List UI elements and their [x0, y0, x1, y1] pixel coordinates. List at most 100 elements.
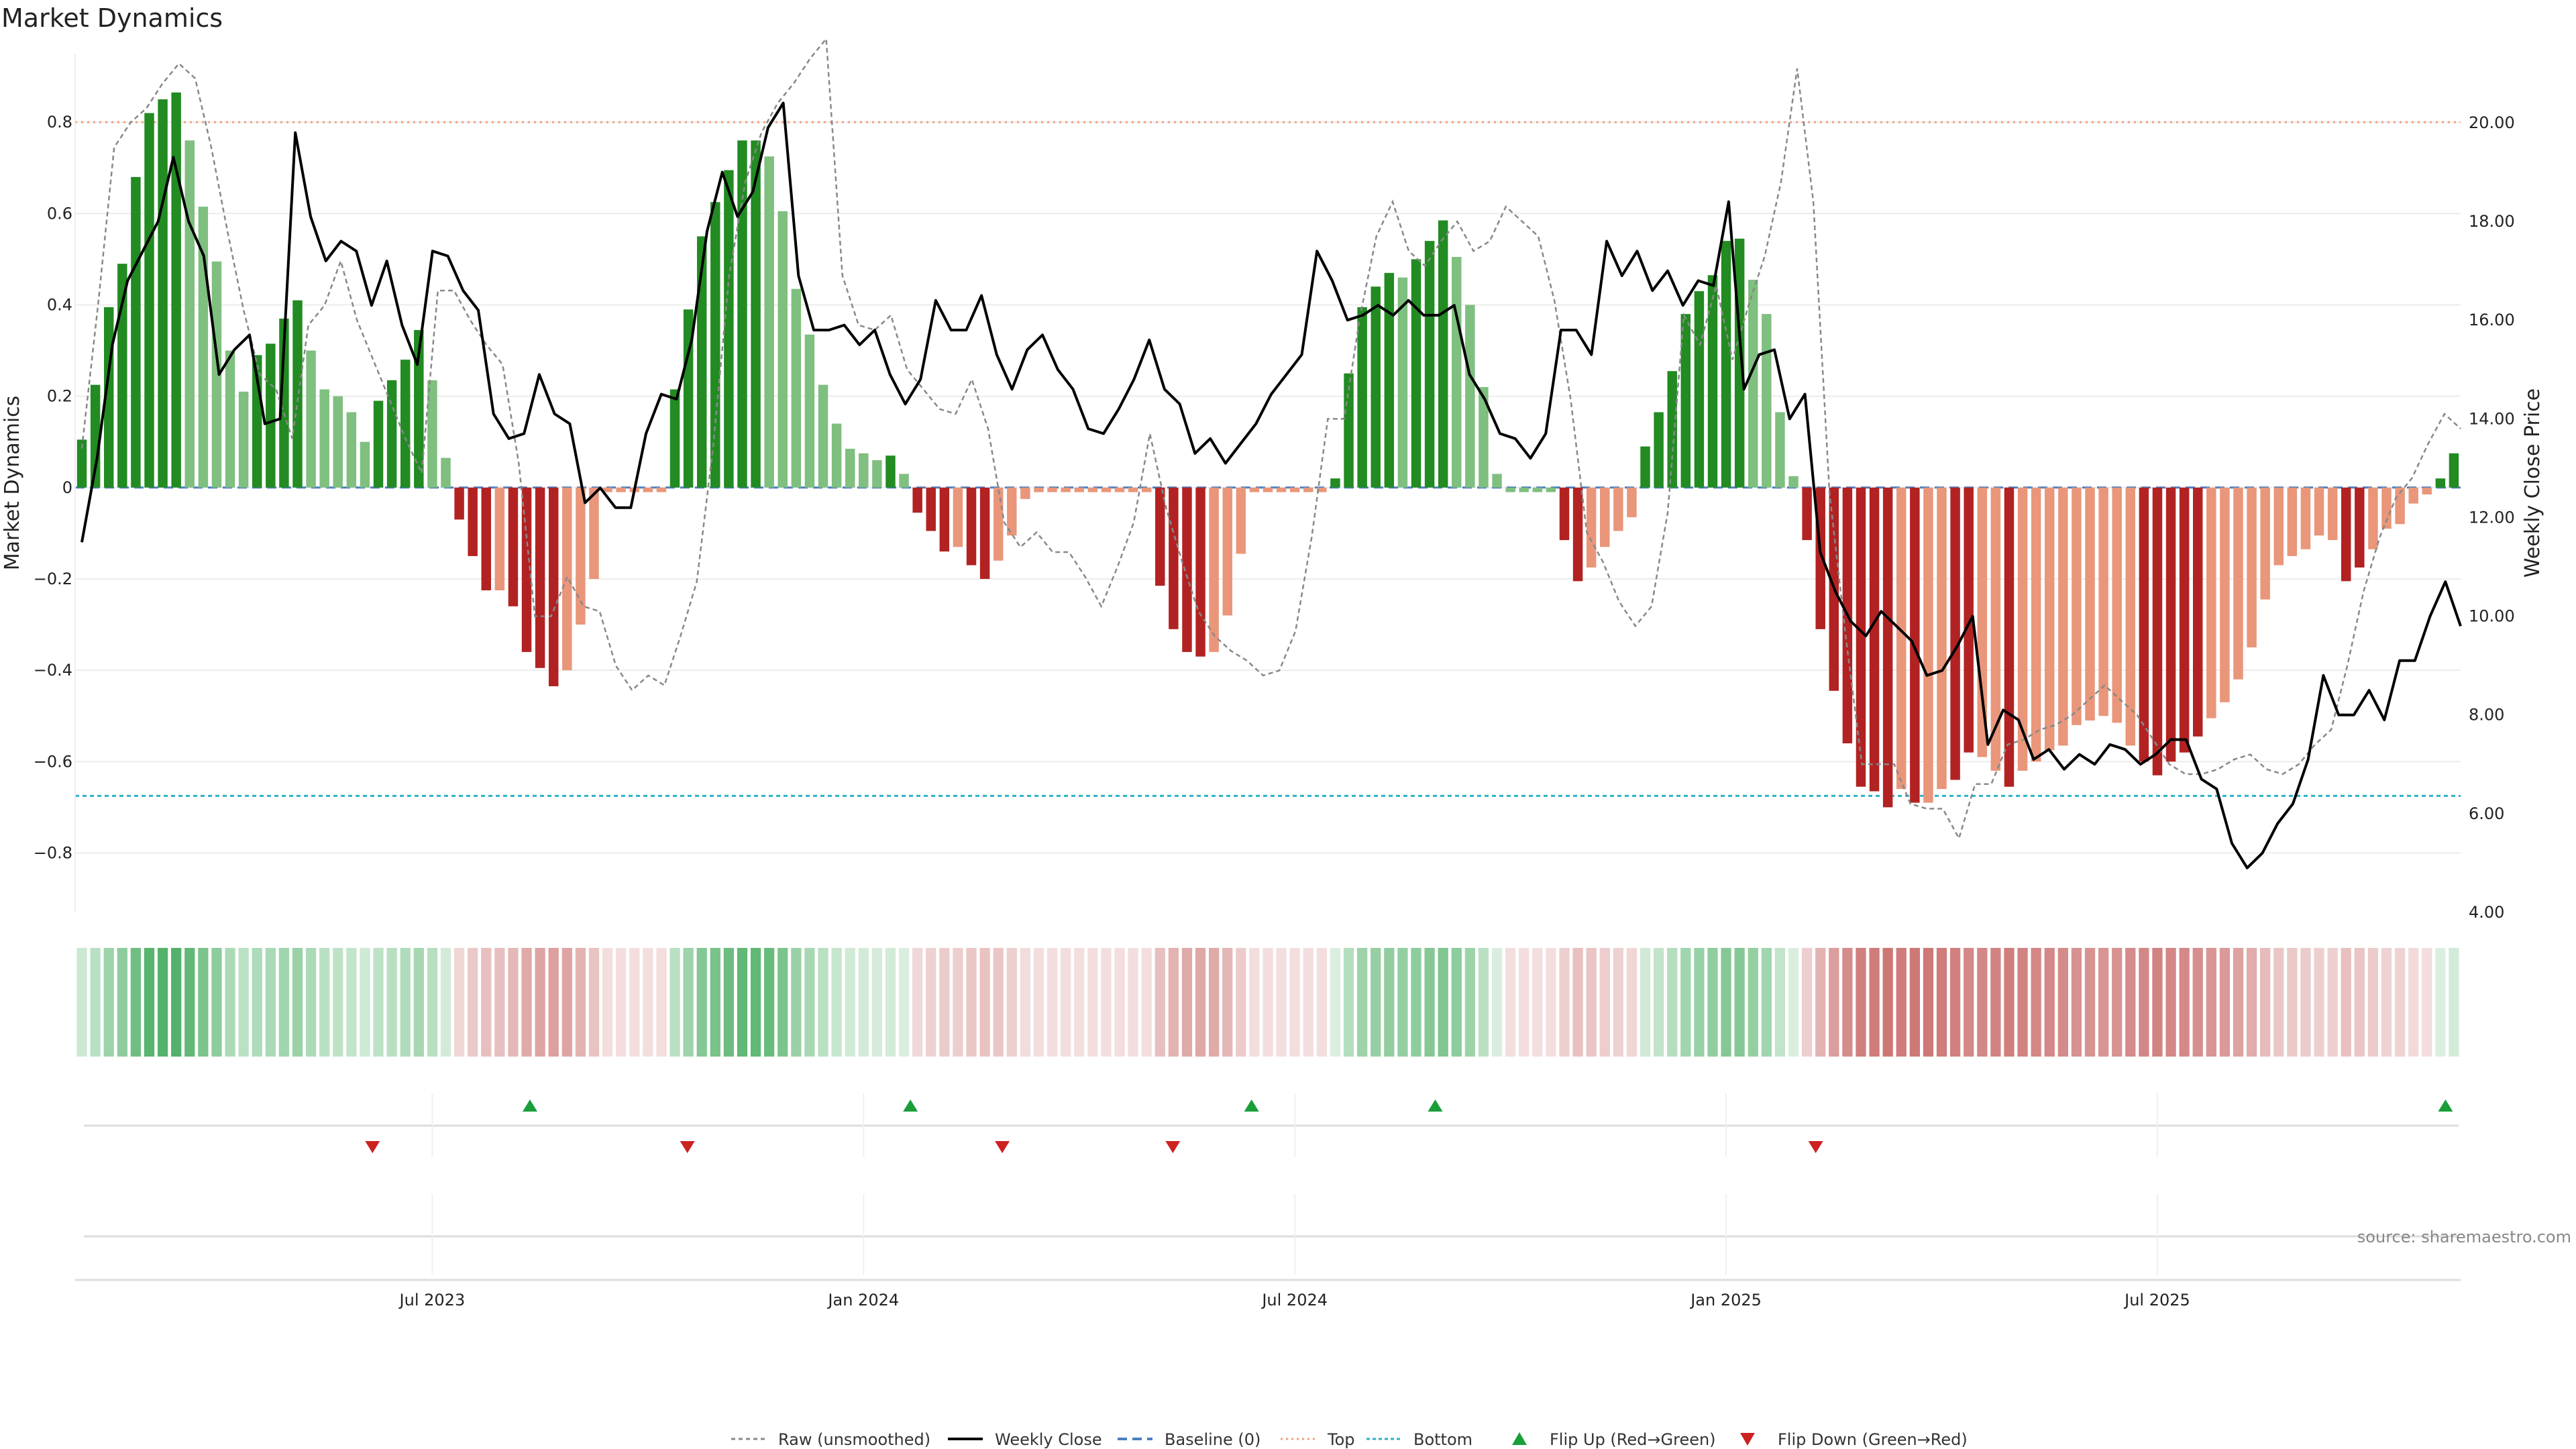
dynamics-bar	[1572, 487, 1583, 582]
state-cell	[1599, 948, 1610, 1057]
dynamics-bar	[859, 453, 869, 488]
state-cell	[2044, 948, 2055, 1057]
state-cell	[90, 948, 101, 1057]
state-cell	[737, 948, 748, 1057]
state-cell	[2314, 948, 2324, 1057]
state-cell	[1856, 948, 1866, 1057]
state-cell	[468, 948, 478, 1057]
dynamics-bar	[2165, 487, 2176, 762]
state-cell	[1680, 948, 1691, 1057]
y-tick-label: −0.8	[34, 843, 72, 862]
dynamics-bar	[2449, 453, 2459, 488]
state-cell	[453, 948, 465, 1057]
state-cell	[845, 948, 855, 1057]
dynamics-bar	[2179, 487, 2190, 753]
state-cell	[130, 948, 142, 1057]
dynamics-bar	[2422, 487, 2432, 495]
state-cell	[710, 948, 720, 1057]
dynamics-bar	[1182, 487, 1192, 652]
dynamics-bar	[1923, 487, 1933, 803]
state-cell	[1882, 948, 1893, 1057]
y-axis-label: Market Dynamics	[1, 396, 24, 571]
dynamics-bar	[589, 487, 599, 579]
state-cell	[1303, 948, 1313, 1057]
dynamics-bar	[2152, 487, 2163, 775]
dynamics-bar	[2273, 487, 2284, 566]
dynamics-bar	[1101, 487, 1112, 492]
dynamics-bar	[333, 396, 343, 488]
dynamics-bar	[1775, 412, 1785, 488]
y2-tick-label: 10.00	[2469, 607, 2515, 626]
state-cell	[440, 948, 451, 1057]
dynamics-bar	[643, 487, 653, 492]
state-cell	[1330, 948, 1341, 1057]
dynamics-bar	[1519, 487, 1529, 492]
state-cell	[2071, 948, 2082, 1057]
dynamics-bar	[939, 487, 950, 552]
dynamics-bar	[1882, 487, 1893, 808]
dynamics-bar	[1357, 307, 1367, 488]
state-cell	[885, 948, 896, 1057]
source-note: source: sharemaestro.com	[2357, 1228, 2571, 1246]
x-axis: Jul 2023 Jan 2024 Jul 2024 Jan 2025 Jul 2025	[75, 1093, 2461, 1309]
state-cell	[1842, 948, 1853, 1057]
state-cell	[535, 948, 545, 1057]
dynamics-bar	[76, 439, 87, 488]
y-tick-label: −0.4	[34, 661, 72, 680]
right-axis: 20.00 18.00 16.00 14.00 12.00 10.00 8.00 6.00 4.…	[2469, 113, 2515, 922]
state-cell	[2408, 948, 2419, 1057]
y2-tick-label: 4.00	[2469, 903, 2504, 922]
flip-markers	[84, 1099, 2459, 1238]
dynamics-bar	[1896, 487, 1907, 790]
dynamics-bar	[468, 487, 478, 556]
state-cell	[1087, 948, 1098, 1057]
state-cell	[588, 948, 600, 1057]
dynamics-bar	[2247, 487, 2257, 648]
state-cell	[2125, 948, 2136, 1057]
dynamics-bar	[1424, 241, 1435, 488]
state-cell	[1694, 948, 1705, 1057]
dynamics-bar	[710, 202, 720, 488]
y2-tick-label: 18.00	[2469, 212, 2515, 231]
state-cell	[157, 948, 168, 1057]
dynamics-bar	[777, 211, 788, 488]
state-cell	[2381, 948, 2392, 1057]
dynamics-bar	[1344, 373, 1354, 488]
dynamics-bar	[2193, 487, 2203, 737]
state-cell	[2139, 948, 2149, 1057]
dynamics-bar	[521, 487, 532, 652]
dynamics-bar	[2125, 487, 2136, 746]
legend-label-raw: Raw (unsmoothed)	[778, 1430, 930, 1449]
y-tick-label: 0.2	[47, 387, 72, 406]
dynamics-bar	[158, 99, 168, 488]
state-cell	[1869, 948, 1880, 1057]
state-cell	[1761, 948, 1772, 1057]
state-cell	[1464, 948, 1475, 1057]
dynamics-bar	[2085, 487, 2095, 721]
state-cell	[1815, 948, 1826, 1057]
state-cell	[2017, 948, 2028, 1057]
x-tick-label: Jul 2025	[2123, 1291, 2190, 1309]
state-cell	[1667, 948, 1678, 1057]
x-tick-label: Jul 2024	[1260, 1291, 1328, 1309]
dynamics-bar	[117, 264, 127, 488]
dynamics-bar	[2045, 487, 2055, 751]
state-strip	[76, 948, 2459, 1057]
dynamics-bar	[791, 288, 802, 488]
state-cell	[629, 948, 640, 1057]
state-cell	[144, 948, 155, 1057]
state-cell	[656, 948, 667, 1057]
state-cell	[1236, 948, 1246, 1057]
dynamics-bar	[1802, 487, 1812, 541]
x-tick-label: Jan 2024	[826, 1291, 899, 1309]
dynamics-bar	[2341, 487, 2351, 582]
dynamics-bar	[602, 487, 612, 492]
dynamics-bar	[737, 140, 747, 488]
y-tick-label: 0	[62, 478, 72, 497]
dynamics-bar	[266, 343, 276, 488]
dynamics-bar	[2355, 487, 2365, 568]
dynamics-bar	[1128, 487, 1138, 492]
dynamics-bar	[1856, 487, 1866, 787]
dynamics-bar	[1505, 487, 1515, 492]
